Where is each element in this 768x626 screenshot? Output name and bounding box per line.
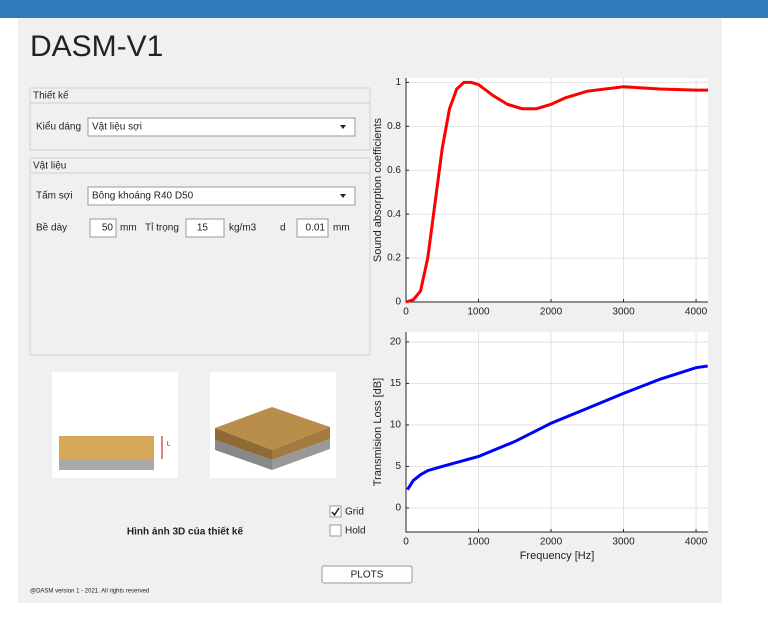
x-tick-label: 0 [403, 307, 409, 318]
y-tick-label: 0.8 [387, 121, 401, 132]
input[interactable] [185, 218, 225, 238]
dim-label: L [167, 442, 171, 448]
x-tick-label: 3000 [612, 307, 635, 318]
checkbox-label: Hold [345, 526, 366, 537]
panel-legend: Vật liệu [33, 161, 66, 172]
checkmark [331, 507, 340, 517]
checkbox[interactable] [329, 524, 342, 537]
label: Kiểu dáng [36, 121, 81, 133]
y-axis-label: Sound absorption coefficients [372, 117, 384, 262]
x-tick-label: 2000 [540, 537, 563, 548]
dropdown-value: Vật liệu sợi [92, 122, 142, 133]
design-image-2d: L [52, 372, 178, 478]
plots-button[interactable] [321, 565, 413, 584]
label: Bề dày [36, 222, 67, 234]
unit: kg/m3 [229, 223, 257, 234]
dropdown-value: Bông khoáng R40 D50 [92, 191, 194, 202]
x-tick-label: 0 [403, 537, 409, 548]
y-tick-label: 0 [395, 503, 401, 514]
y-tick-label: 20 [390, 337, 402, 348]
y-tick-label: 10 [390, 420, 402, 431]
y-tick-label: 5 [395, 461, 401, 472]
x-tick-label: 1000 [467, 537, 490, 548]
plot-area [406, 78, 708, 302]
plot-area [406, 332, 708, 532]
input-value: 0.01 [306, 223, 326, 234]
y-tick-label: 0.4 [387, 209, 401, 220]
input-value: 50 [102, 223, 114, 234]
unit: mm [120, 223, 137, 234]
input-value: 15 [197, 223, 209, 234]
footer: @DASM version 1 - 2021. All rights reser… [30, 589, 149, 595]
x-tick-label: 1000 [467, 307, 490, 318]
button-label: PLOTS [351, 570, 384, 581]
y-tick-label: 0.6 [387, 165, 401, 176]
axis-frame [405, 332, 708, 533]
label: d [280, 223, 286, 234]
checkbox-label: Grid [345, 507, 364, 518]
y-tick-label: 15 [390, 378, 402, 389]
input[interactable] [89, 218, 117, 238]
y-tick-label: 0.2 [387, 253, 401, 264]
data-line [406, 364, 708, 491]
unit: mm [333, 223, 350, 234]
x-tick-label: 2000 [540, 307, 563, 318]
y-tick-label: 1 [395, 77, 401, 88]
dropdown[interactable] [87, 186, 356, 206]
y-axis-label: Transmision Loss [dB] [372, 378, 384, 486]
x-axis-label: Frequency [Hz] [520, 550, 595, 562]
input[interactable] [296, 218, 329, 238]
x-tick-label: 4000 [685, 307, 708, 318]
image-caption: Hình ảnh 3D của thiết kế [127, 526, 244, 538]
x-tick-label: 4000 [685, 537, 708, 548]
label: Tỉ trọng [145, 222, 179, 234]
app-title: DASM-V1 [30, 30, 163, 63]
y-tick-label: 0 [395, 297, 401, 308]
dropdown[interactable] [87, 117, 356, 137]
dropdown-arrow [340, 194, 346, 198]
data-line [405, 80, 708, 304]
checkbox[interactable] [329, 505, 342, 518]
panel-legend: Thiết kế [33, 90, 69, 102]
title-bar [0, 0, 768, 18]
x-tick-label: 3000 [612, 537, 635, 548]
design-image-3d [210, 372, 336, 478]
label: Tấm sợi [36, 190, 73, 202]
dropdown-arrow [340, 125, 346, 129]
